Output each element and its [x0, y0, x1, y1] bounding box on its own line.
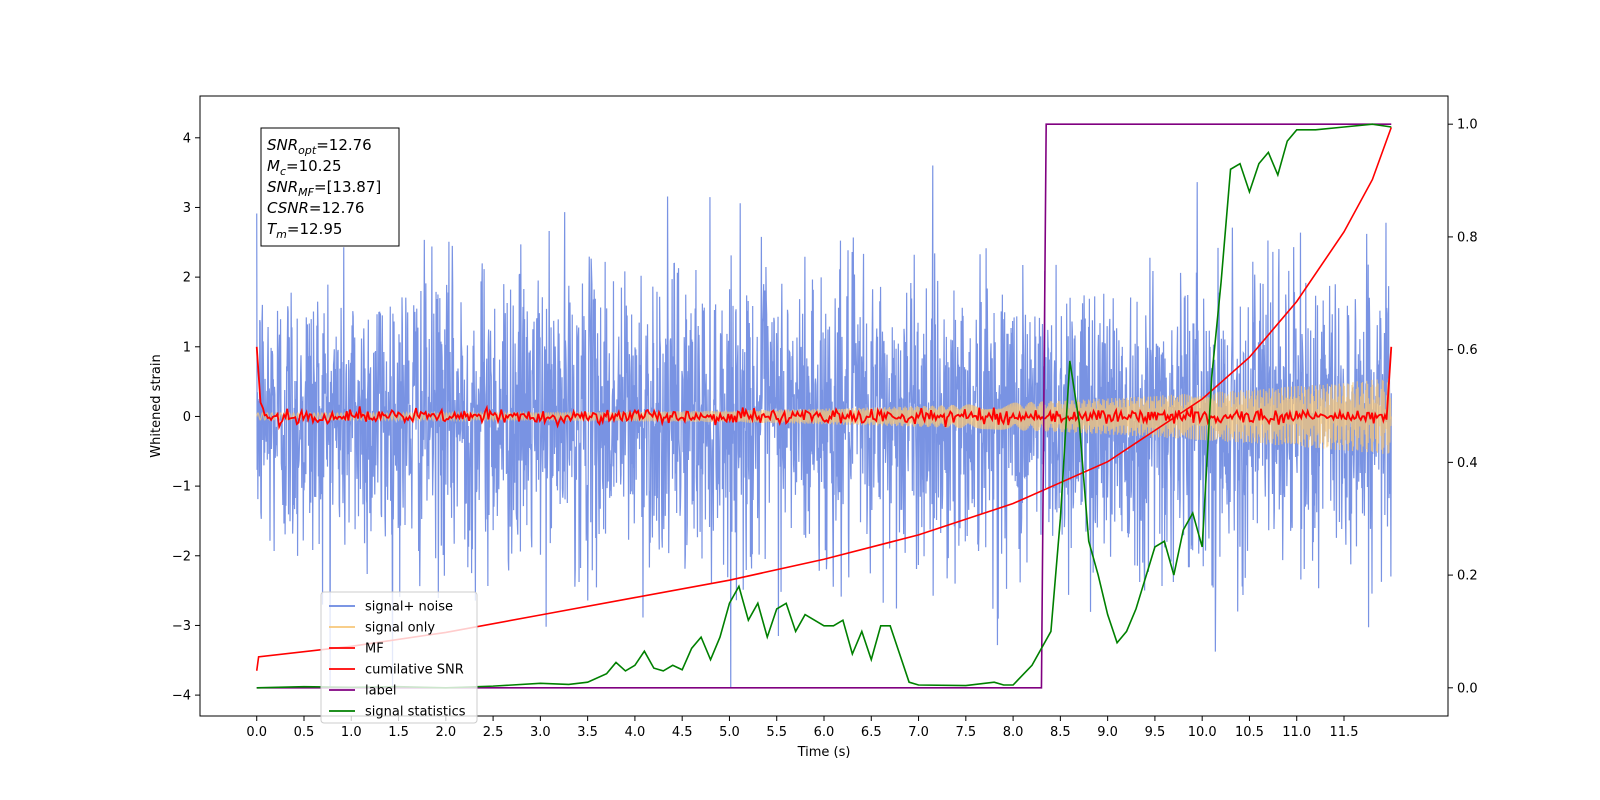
info-box: SNRopt=12.76Mc=10.25SNRMF=[13.87]CSNR=12…: [260, 127, 400, 247]
legend-label: signal statistics: [365, 705, 466, 720]
x-tick-label: 2.0: [435, 725, 456, 740]
x-tick-label: 3.5: [577, 725, 598, 740]
x-tick-label: 9.5: [1145, 725, 1166, 740]
x-tick-label: 3.0: [530, 725, 551, 740]
x-tick-label: 4.5: [672, 725, 693, 740]
x-tick-label: 5.5: [766, 725, 787, 740]
y-tick-label: −1: [172, 480, 191, 495]
x-tick-label: 8.5: [1050, 725, 1071, 740]
y-tick-label: 4: [183, 131, 191, 146]
legend: signal+ noise signal only MF cumilative SNR…: [320, 591, 478, 724]
series-line-signal-statistics: [256, 123, 1392, 689]
y2-tick-label: 0.6: [1457, 343, 1478, 358]
series-line-signal-only: [256, 378, 1392, 454]
legend-label: signal only: [365, 621, 435, 636]
x-tick-label: 8.0: [1003, 725, 1024, 740]
legend-frame: [320, 591, 478, 724]
x-axis-label: Time (s): [797, 745, 851, 760]
x-tick-label: 10.5: [1235, 725, 1264, 740]
y-tick-label: −3: [172, 619, 191, 634]
info-box-line: CSNR=12.76: [267, 199, 364, 217]
y2-tick-label: 1.0: [1457, 118, 1478, 133]
y-tick-label: −2: [172, 549, 191, 564]
x-tick-label: 2.5: [483, 725, 504, 740]
legend-label: label: [365, 684, 396, 699]
x-tick-label: 1.0: [341, 725, 362, 740]
x-tick-label: 7.5: [955, 725, 976, 740]
x-tick-label: 5.0: [719, 725, 740, 740]
y-tick-label: 2: [183, 271, 191, 286]
x-tick-label: 6.0: [814, 725, 835, 740]
y2-tick-label: 0.4: [1457, 456, 1478, 471]
y2-tick-label: 0.0: [1457, 681, 1478, 696]
legend-label: signal+ noise: [365, 600, 453, 615]
x-tick-label: 0.5: [294, 725, 315, 740]
info-box-line: Tm=12.95: [267, 220, 342, 241]
legend-label: MF: [365, 642, 384, 657]
y-axis-label: Whitened strain: [149, 354, 164, 457]
x-tick-label: 7.0: [908, 725, 929, 740]
info-box-line: SNRMF=[13.87]: [267, 178, 381, 199]
x-tick-label: 11.5: [1330, 725, 1359, 740]
x-tick-label: 6.5: [861, 725, 882, 740]
x-tick-label: 0.0: [246, 725, 267, 740]
series-line-mf: [255, 346, 1393, 431]
legend-label: cumilative SNR: [365, 663, 464, 678]
y2-tick-label: 0.2: [1457, 569, 1478, 584]
y-tick-label: −4: [172, 689, 191, 704]
x-tick-label: 10.0: [1188, 725, 1217, 740]
info-box-line: Mc=10.25: [267, 157, 342, 178]
x-tick-label: 1.5: [388, 725, 409, 740]
y2-tick-label: 0.8: [1457, 230, 1478, 245]
info-box-frame: [260, 127, 400, 247]
x-tick-label: 4.0: [625, 725, 646, 740]
y-tick-label: 1: [183, 340, 191, 355]
x-tick-label: 11.0: [1282, 725, 1311, 740]
y-tick-label: 0: [183, 410, 191, 425]
info-box-line: SNRopt=12.76: [267, 136, 372, 157]
series-line-label: [256, 123, 1392, 689]
x-tick-label: 9.0: [1097, 725, 1118, 740]
y-tick-label: 3: [183, 201, 191, 216]
